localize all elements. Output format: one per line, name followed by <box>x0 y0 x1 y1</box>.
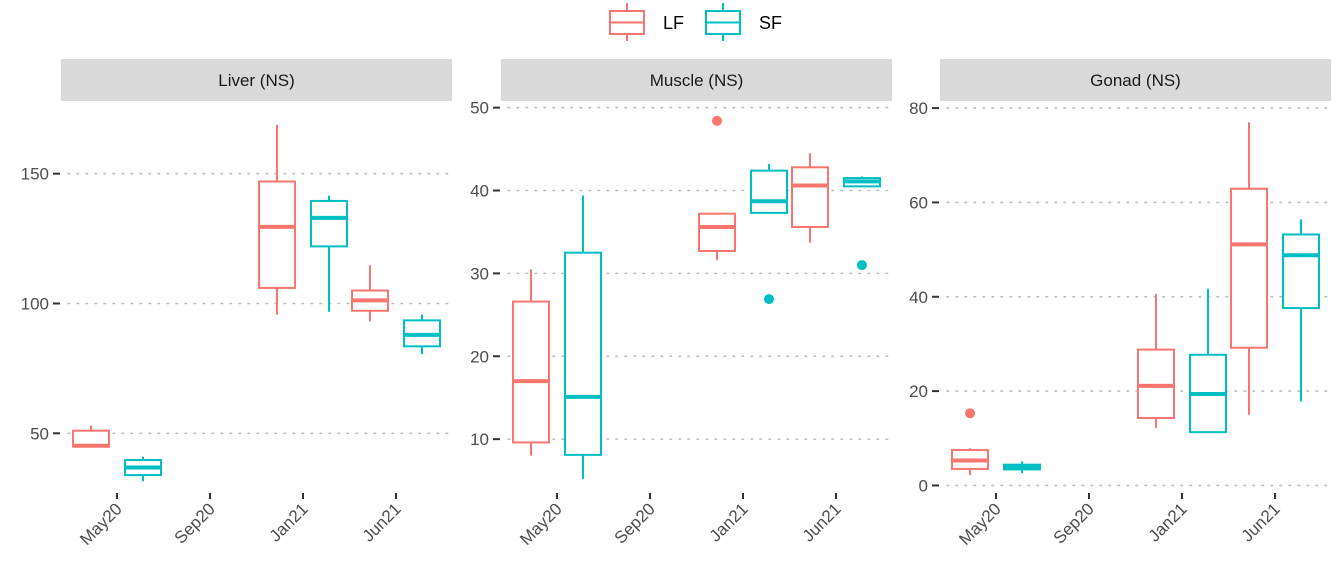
boxplot-sf-jan21 <box>750 163 788 305</box>
legend-item-lf: LF <box>609 3 684 41</box>
x-tick-label: May20 <box>955 499 1005 549</box>
x-tick-label: May20 <box>76 499 126 549</box>
legend: LF SF <box>609 3 782 41</box>
boxplot-sf-jan21 <box>1189 288 1227 434</box>
boxplot-lf-jan21 <box>1137 293 1175 428</box>
x-tick-label: May20 <box>516 499 566 549</box>
y-tick-label: 10 <box>470 430 489 449</box>
y-tick-label: 50 <box>30 424 49 443</box>
x-tick-label: Jan21 <box>1145 499 1191 545</box>
facet-strip <box>61 59 452 101</box>
boxplot-sf-jun21 <box>403 314 441 355</box>
panel-muscle: Muscle (NS) 10 20 30 40 50 May20 Sep20 Jan21 Jun2… <box>470 59 893 549</box>
y-tick-label: 20 <box>470 347 489 366</box>
facet-strip-label: Muscle (NS) <box>650 71 744 90</box>
boxplot-sf-may20 <box>124 456 162 482</box>
boxplot-sf-jun21 <box>1282 219 1320 402</box>
boxplot-lf-jun21 <box>1230 122 1268 415</box>
x-tick-label: Sep20 <box>611 499 659 547</box>
x-tick-label: Jan21 <box>706 499 752 545</box>
y-tick-label: 100 <box>21 294 49 313</box>
legend-item-sf: SF <box>705 3 782 41</box>
facet-strip <box>501 59 892 101</box>
y-tick-label: 50 <box>470 99 489 118</box>
box-iqr <box>791 166 829 228</box>
y-tick-label: 30 <box>470 264 489 283</box>
outlier-point <box>712 115 722 126</box>
boxplot-lf-may20 <box>951 408 989 476</box>
box-iqr <box>310 199 348 248</box>
box-iqr <box>750 169 788 214</box>
x-tick-label: Jan21 <box>266 499 312 545</box>
y-tick-label: 80 <box>909 99 928 118</box>
boxplot-sf-jun21 <box>843 176 881 271</box>
facet-strip-label: Gonad (NS) <box>1090 71 1181 90</box>
x-tick-label: Jun21 <box>359 499 405 545</box>
y-tick-label: 40 <box>470 182 489 201</box>
x-tick-label: Jun21 <box>1238 499 1284 545</box>
boxplot-lf-jan21 <box>258 124 296 315</box>
box-iqr <box>512 300 550 444</box>
x-tick-label: Sep20 <box>1050 499 1098 547</box>
boxplot-sf-jan21 <box>310 195 348 312</box>
box-iqr <box>698 212 736 253</box>
panel-gonad: Gonad (NS) 0 20 40 60 80 May20 Sep20 Jan21 Jun21 <box>909 59 1332 549</box>
box-iqr <box>1282 233 1320 310</box>
y-tick-label: 60 <box>909 193 928 212</box>
box-iqr <box>258 180 296 289</box>
boxplot-sf-may20 <box>1003 461 1041 474</box>
box-iqr <box>564 251 602 456</box>
legend-label: LF <box>663 13 684 33</box>
box-iqr <box>1137 348 1175 419</box>
y-tick-label: 40 <box>909 288 928 307</box>
boxplot-lf-jun21 <box>791 153 829 243</box>
outlier-point <box>965 408 975 419</box>
boxplot-lf-jun21 <box>351 265 389 322</box>
box-iqr <box>1230 187 1268 349</box>
facet-strip <box>940 59 1331 101</box>
boxplot-lf-may20 <box>512 269 550 456</box>
panel-liver: Liver (NS) 50 100 150 May20 Sep20 Jan21 Jun21 <box>21 59 453 549</box>
outlier-point <box>764 294 774 305</box>
x-tick-label: Sep20 <box>171 499 219 547</box>
boxplot-sf-may20 <box>564 195 602 479</box>
x-tick-label: Jun21 <box>799 499 845 545</box>
y-tick-label: 0 <box>919 476 928 495</box>
boxplot-lf-may20 <box>72 425 110 448</box>
boxplot-lf-jan21 <box>698 115 736 261</box>
y-tick-label: 20 <box>909 382 928 401</box>
legend-label: SF <box>759 13 782 33</box>
outlier-point <box>857 260 867 271</box>
y-tick-label: 150 <box>21 165 49 184</box>
facet-strip-label: Liver (NS) <box>218 71 295 90</box>
